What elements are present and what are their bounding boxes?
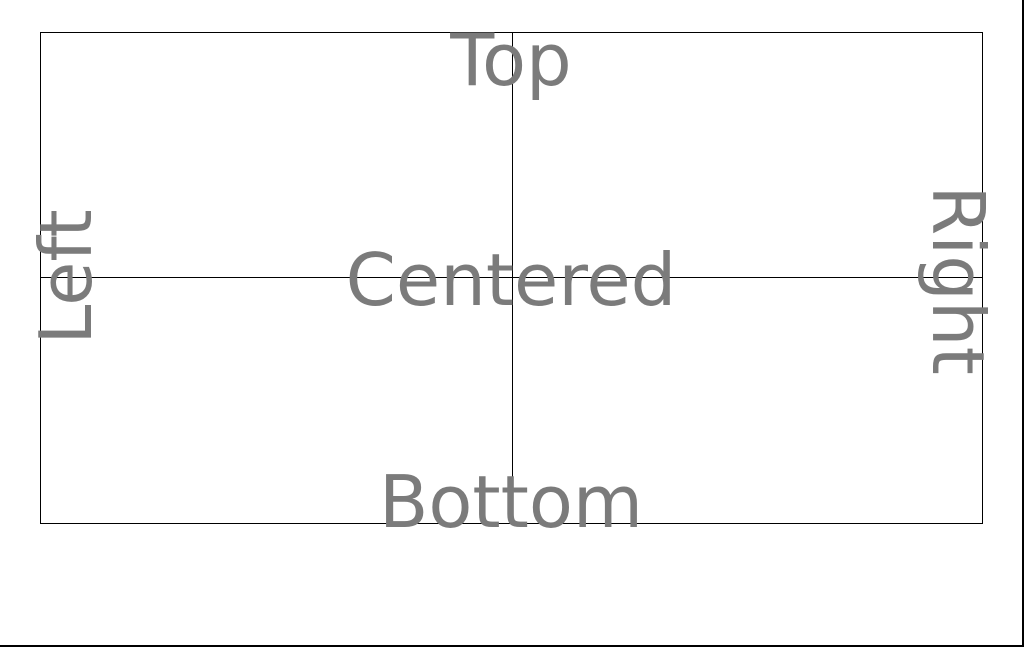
horizontal-center-guide: [41, 277, 982, 278]
centered-label: Centered: [345, 238, 677, 322]
right-label: Right: [916, 185, 1000, 375]
vertical-center-guide: [512, 33, 513, 523]
left-label: Left: [24, 209, 108, 345]
alignment-frame: [40, 32, 983, 524]
top-label: Top: [450, 18, 572, 102]
bottom-label: Bottom: [378, 460, 644, 544]
